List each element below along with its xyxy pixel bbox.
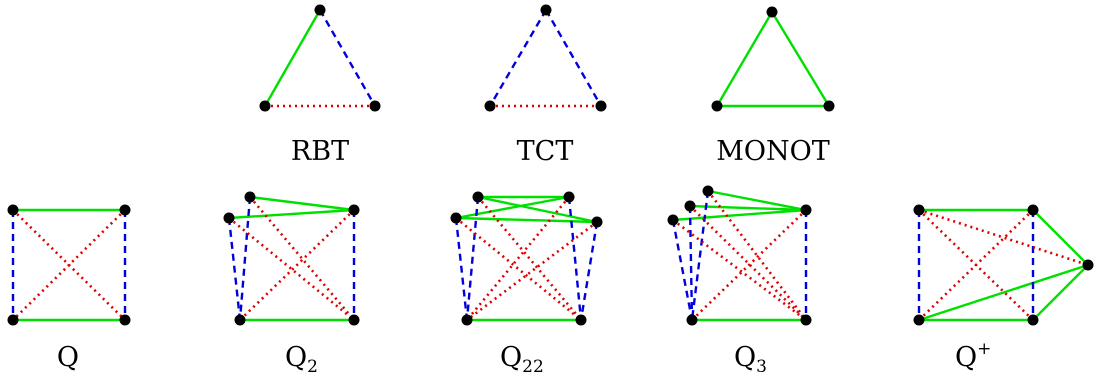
qplus-node-4 — [1082, 259, 1094, 271]
graph-label-q: Q — [57, 342, 79, 373]
q-edge-5 — [12, 209, 126, 321]
graph-label-q22: Q22 — [500, 342, 544, 377]
q22-node-2 — [563, 191, 575, 203]
graph-label-monot: MONOT — [716, 136, 830, 167]
q3-edge-9 — [689, 205, 807, 321]
q3-edge-6 — [671, 219, 694, 321]
rbt-edge-0 — [263, 9, 322, 107]
rbt-node-0 — [314, 4, 326, 16]
q22-edge-6 — [454, 217, 469, 321]
q3-node-0 — [702, 185, 714, 197]
q22-edge-9 — [477, 196, 582, 321]
q-node-3 — [119, 314, 131, 326]
q22-edge-7 — [567, 196, 583, 321]
monot-node-2 — [823, 100, 835, 112]
q3-node-3 — [800, 204, 812, 216]
q3-edge-11 — [691, 209, 807, 321]
q22-node-3 — [591, 216, 603, 228]
graph-label-tct: TCT — [517, 136, 574, 167]
q-node-2 — [7, 314, 19, 326]
graph-label-qplus: Q+ — [955, 339, 991, 373]
q3-edge-1 — [689, 204, 807, 212]
graph-label-q2: Q2 — [285, 342, 318, 377]
q3-node-4 — [686, 314, 698, 326]
q22-edge-1 — [477, 195, 598, 224]
qplus-edge-4 — [918, 263, 1089, 322]
qplus-node-1 — [1027, 204, 1039, 216]
q2-node-1 — [223, 212, 235, 224]
q22-node-1 — [450, 212, 462, 224]
rbt-node-2 — [369, 100, 381, 112]
q2-node-0 — [244, 191, 256, 203]
q3-edge-0 — [707, 189, 807, 212]
monot-edge-1 — [770, 11, 831, 107]
rbt-node-1 — [259, 100, 271, 112]
tct-node-2 — [595, 100, 607, 112]
tct-edge-1 — [544, 9, 603, 107]
q3-edge-5 — [688, 205, 694, 321]
q22-node-0 — [472, 191, 484, 203]
q22-node-4 — [461, 314, 473, 326]
rbt-edge-1 — [318, 9, 377, 107]
q22-node-5 — [575, 314, 587, 326]
tct-node-0 — [540, 4, 552, 16]
monot-node-0 — [766, 6, 778, 18]
qplus-edge-2 — [1032, 209, 1089, 266]
q3-node-5 — [800, 314, 812, 326]
monot-node-1 — [711, 100, 723, 112]
q22-edge-11 — [465, 196, 571, 321]
q2-edge-3 — [238, 196, 252, 321]
graph-label-rbt: RBT — [291, 136, 349, 167]
q2-edge-6 — [249, 196, 355, 321]
monot-edge-0 — [715, 11, 774, 107]
qplus-node-0 — [913, 204, 925, 216]
tct-node-1 — [484, 100, 496, 112]
q-node-0 — [7, 204, 19, 216]
qplus-node-2 — [913, 314, 925, 326]
graph-label-q3: Q3 — [734, 342, 767, 377]
q2-node-4 — [348, 314, 360, 326]
nodes — [7, 4, 1094, 326]
q2-node-3 — [234, 314, 246, 326]
q3-edge-4 — [690, 190, 710, 321]
q2-edge-4 — [227, 217, 242, 321]
q22-edge-3 — [455, 216, 598, 224]
q22-edge-8 — [579, 221, 599, 321]
qplus-edge-9 — [918, 208, 1089, 267]
q3-edge-10 — [672, 218, 807, 322]
qplus-edge-8 — [918, 209, 1034, 321]
q2-node-2 — [348, 204, 360, 216]
q22-edge-2 — [455, 195, 570, 220]
edges — [11, 9, 1089, 322]
q-node-1 — [119, 204, 131, 216]
tct-edge-0 — [488, 9, 548, 107]
q3-node-2 — [667, 214, 679, 226]
q22-edge-5 — [465, 196, 480, 321]
q3-edge-2 — [672, 208, 807, 222]
qplus-node-3 — [1027, 314, 1039, 326]
q2-edge-8 — [239, 209, 355, 321]
q2-edge-1 — [228, 208, 355, 220]
q2-edge-0 — [249, 195, 355, 212]
q22-edge-12 — [466, 220, 598, 322]
q22-edge-10 — [455, 216, 582, 322]
q3-node-1 — [684, 200, 696, 212]
qplus-edge-3 — [1032, 264, 1089, 321]
